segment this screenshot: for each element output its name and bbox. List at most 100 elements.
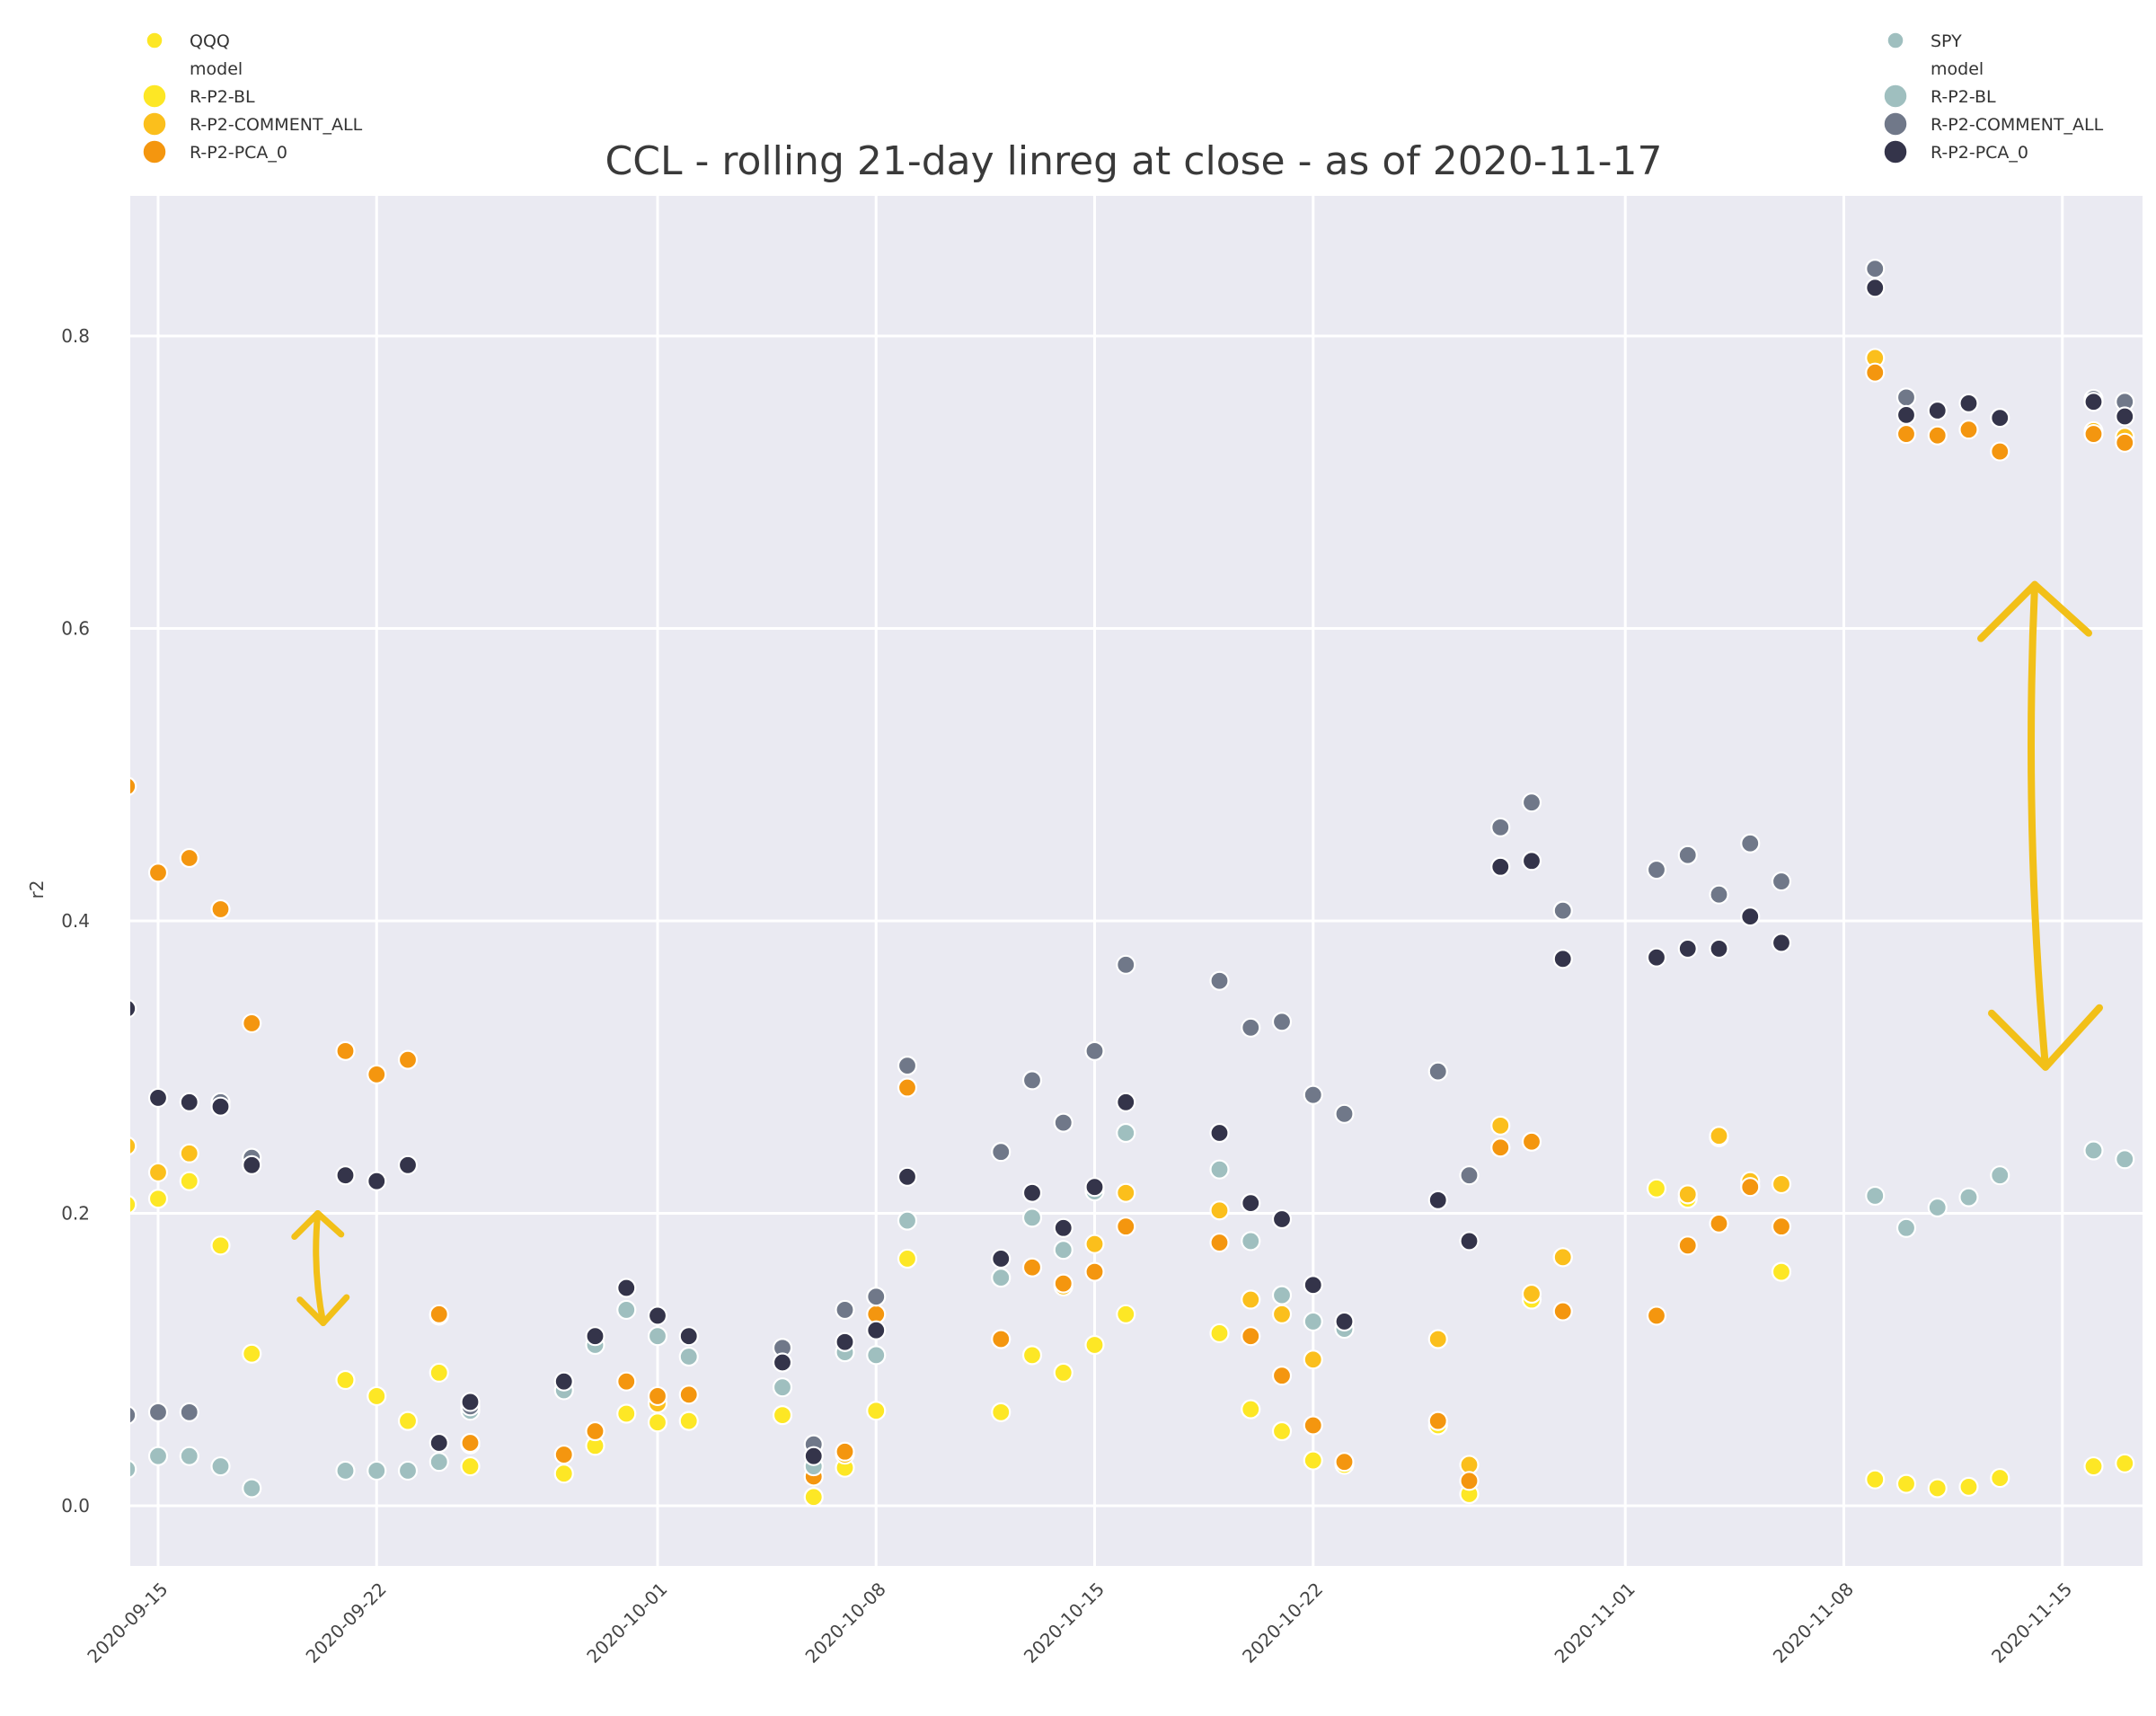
series-qqq-r-p2-pca_0 bbox=[130, 362, 2135, 1491]
data-point bbox=[1552, 949, 1573, 969]
data-point bbox=[367, 1460, 387, 1482]
data-point bbox=[1209, 1200, 1230, 1221]
data-point bbox=[179, 1171, 199, 1191]
data-point bbox=[1865, 362, 1886, 383]
legend-entry-label: R-P2-PCA_0 bbox=[190, 143, 287, 163]
data-point bbox=[1677, 938, 1698, 960]
legend-title: SPY bbox=[1931, 31, 1962, 51]
data-point bbox=[1771, 1173, 1792, 1195]
data-point bbox=[1490, 1137, 1511, 1158]
data-point bbox=[803, 1487, 824, 1508]
data-point bbox=[1303, 1349, 1323, 1370]
legend-marker bbox=[146, 31, 163, 49]
series-spy-r-p2-bl bbox=[130, 1122, 2135, 1499]
data-point bbox=[1646, 947, 1667, 968]
y-tick-label: 0.4 bbox=[61, 910, 90, 932]
legend-marker bbox=[1883, 84, 1908, 109]
data-point bbox=[835, 1299, 855, 1321]
data-point bbox=[1209, 1322, 1230, 1344]
data-point bbox=[2115, 1149, 2135, 1170]
data-point bbox=[678, 1346, 699, 1367]
legend-subtitle: model bbox=[1931, 59, 1984, 79]
data-point bbox=[1303, 1084, 1323, 1105]
data-point bbox=[1053, 1362, 1074, 1383]
data-point bbox=[616, 1371, 637, 1392]
x-tick-labels: 2020-09-15 2020-09-22 2020-10-01 2020-10-08… bbox=[83, 1579, 2076, 1667]
data-point bbox=[585, 1326, 605, 1347]
data-point bbox=[1958, 1476, 1979, 1497]
data-point bbox=[147, 1402, 169, 1422]
data-point bbox=[897, 1056, 918, 1076]
data-point bbox=[242, 1343, 262, 1364]
annotations bbox=[291, 580, 2103, 1327]
data-point bbox=[647, 1385, 668, 1407]
data-point bbox=[130, 1405, 137, 1425]
y-axis-label: r2 bbox=[26, 880, 48, 899]
y-tick-label: 0.2 bbox=[61, 1203, 90, 1225]
data-point bbox=[1241, 1017, 1261, 1038]
data-point bbox=[397, 1154, 419, 1175]
data-point bbox=[1552, 1247, 1573, 1268]
data-point bbox=[897, 1077, 918, 1098]
data-point bbox=[1271, 1366, 1293, 1386]
data-point bbox=[1646, 859, 1667, 880]
data-point bbox=[397, 1460, 419, 1482]
data-point bbox=[210, 1235, 231, 1256]
x-tick-label: 2020-10-01 bbox=[582, 1579, 671, 1667]
data-point bbox=[1271, 1208, 1293, 1230]
data-point bbox=[1084, 1040, 1105, 1061]
data-point bbox=[1521, 1283, 1542, 1305]
data-point bbox=[1116, 954, 1136, 975]
data-point bbox=[335, 1369, 356, 1391]
data-point bbox=[1209, 1159, 1230, 1180]
data-point bbox=[397, 1411, 419, 1431]
data-point bbox=[1271, 1304, 1293, 1324]
data-point bbox=[553, 1444, 574, 1465]
data-point bbox=[1021, 1207, 1043, 1228]
data-point bbox=[1459, 1231, 1480, 1252]
data-point bbox=[1084, 1261, 1105, 1282]
data-point bbox=[1334, 1452, 1355, 1473]
legend-subtitle: model bbox=[190, 59, 243, 79]
legend-entry-label: R-P2-COMMENT_ALL bbox=[1931, 115, 2104, 135]
data-point bbox=[866, 1401, 887, 1421]
data-point bbox=[1927, 1197, 1948, 1218]
data-point bbox=[1490, 1115, 1511, 1136]
data-point bbox=[147, 1446, 169, 1466]
data-point bbox=[1927, 1478, 1948, 1499]
data-point bbox=[1053, 1273, 1074, 1294]
legend-title: QQQ bbox=[190, 31, 230, 51]
data-point bbox=[1053, 1217, 1074, 1238]
data-point bbox=[1209, 1122, 1230, 1144]
data-point bbox=[147, 862, 169, 883]
data-point bbox=[335, 1460, 356, 1482]
data-point bbox=[1084, 1234, 1105, 1254]
data-point bbox=[991, 1402, 1012, 1422]
y-tick-label: 0.0 bbox=[61, 1495, 90, 1517]
data-point bbox=[130, 999, 137, 1019]
data-point bbox=[460, 1455, 481, 1477]
data-point bbox=[1303, 1450, 1323, 1471]
data-point bbox=[1271, 1420, 1293, 1442]
data-point bbox=[1271, 1285, 1293, 1305]
data-point bbox=[397, 1049, 419, 1070]
data-point bbox=[1459, 1471, 1480, 1491]
data-points bbox=[130, 259, 2135, 1508]
data-point bbox=[1709, 1213, 1729, 1234]
data-point bbox=[1084, 1334, 1105, 1356]
data-point bbox=[1552, 900, 1573, 921]
data-point bbox=[130, 776, 137, 796]
data-point bbox=[179, 1092, 199, 1112]
data-point bbox=[1521, 792, 1542, 813]
data-point bbox=[1053, 1240, 1074, 1260]
data-point bbox=[1677, 845, 1698, 865]
data-point bbox=[1427, 1190, 1448, 1210]
data-point bbox=[1241, 1399, 1261, 1420]
data-point bbox=[1865, 1185, 1886, 1207]
data-point bbox=[1521, 1131, 1542, 1152]
data-point bbox=[1303, 1275, 1323, 1296]
data-point bbox=[553, 1464, 574, 1484]
legend-marker bbox=[142, 139, 167, 164]
data-point bbox=[1958, 420, 1979, 440]
